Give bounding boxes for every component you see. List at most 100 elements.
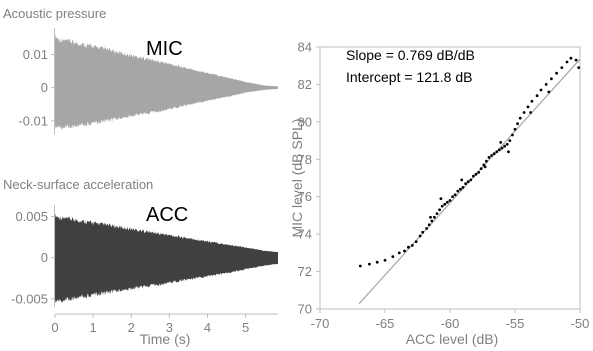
scatter-point [456,189,460,193]
scatter-point [555,71,558,75]
scatter-point [485,159,488,163]
time-x-axis: 0 1 2 3 4 5 [51,313,278,335]
mic-waveform-panel: Acoustic pressure MIC 0.01 0 -0.01 [3,6,278,134]
scatter-point [529,111,532,114]
intercept-annotation: Intercept = 121.8 dB [346,69,472,85]
scatter-point [507,150,510,154]
acc-y-ticks: 0.005 0 -0.005 [11,205,55,307]
scatter-point [513,127,517,131]
mic-y-tick-label: 0 [41,80,48,95]
mic-y-tick-label: 0.01 [23,47,48,62]
scatter-point [358,264,362,268]
scatter-point [459,187,462,191]
scatter-points [358,56,581,268]
scatter-point [539,88,543,92]
scatter-point [375,260,379,264]
mic-y-ticks: 0.01 0 -0.01 [18,28,55,134]
scatter-point [530,99,534,103]
scatter-point [522,111,526,114]
scatter-x-tick-label: -50 [571,316,590,331]
level-scatter-panel: -70 -65 -60 -55 -50 70 72 74 76 78 80 82 84 Slope = … [289,40,589,348]
scatter-point [495,150,499,154]
scatter-point [516,122,519,126]
scatter-point [498,148,501,152]
scatter-point [451,195,454,199]
scatter-point [466,180,470,184]
scatter-point [461,186,465,189]
scatter-point [425,227,428,230]
time-tick-label: 1 [90,320,97,335]
scatter-point [569,56,573,60]
scatter-point [574,58,578,62]
scatter-point [460,178,464,182]
scatter-point [550,77,553,81]
scatter-y-tick-label: 84 [298,40,312,55]
scatter-point [443,202,447,206]
time-tick-label: 5 [242,320,249,335]
scatter-point [383,258,387,262]
scatter-point [427,223,431,227]
acc-waveform-panel: Neck-surface acceleration ACC 0.0050-0.0… [3,177,278,347]
scatter-point [435,212,439,216]
scatter-point [477,171,480,174]
scatter-point [391,255,395,258]
scatter-point [469,178,473,182]
acc-panel-title: Neck-surface acceleration [3,177,153,192]
scatter-point [403,249,406,253]
scatter-x-tick-label: -60 [441,316,460,331]
scatter-point [483,165,487,169]
scatter-x-tick-label: -70 [311,316,330,331]
scatter-point [448,199,452,202]
acc-y-tick-label: 0.005 [15,209,48,224]
scatter-point [421,230,425,234]
scatter-point [430,219,434,223]
scatter-x-tick-label: -65 [376,316,395,331]
scatter-point [499,141,503,144]
scatter-point [474,172,478,176]
scatter-y-label: MIC level (dB SPL) [289,118,305,237]
scatter-point [535,94,539,98]
slope-annotation: Slope = 0.769 dB/dB [346,47,475,63]
scatter-point [503,144,506,148]
scatter-point [487,156,491,159]
acc-waveform-area [55,213,278,304]
scatter-point [500,146,504,150]
scatter-point [472,174,475,178]
scatter-y-tick-label: 80 [298,114,312,129]
scatter-point [518,116,522,120]
scatter-point [565,60,569,64]
scatter-x-label: ACC level (dB) [406,331,499,347]
scatter-y-tick-label: 76 [298,189,312,204]
scatter-point [410,244,414,247]
scatter-point [368,262,371,266]
acc-y-tick-label: 0 [41,250,48,265]
mic-label: MIC [146,38,183,60]
scatter-y-tick-label: 74 [298,227,312,242]
time-tick-label: 4 [204,320,211,335]
scatter-frame [319,46,581,310]
scatter-point [479,167,483,171]
scatter-point [433,215,436,219]
scatter-point [407,245,410,249]
scatter-point [505,142,509,146]
scatter-point [492,152,496,156]
scatter-axes: -70 -65 -60 -55 -50 70 72 74 76 78 80 82 84 [298,40,590,332]
scatter-y-tick-label: 70 [298,302,312,317]
scatter-point [508,139,512,143]
scatter-point [453,193,457,197]
scatter-point [440,204,444,208]
scatter-point [544,83,548,86]
scatter-point [397,251,401,255]
time-tick-label: 2 [128,320,135,335]
acc-y-tick-label: -0.005 [11,291,48,306]
scatter-point [446,200,449,204]
scatter-point [526,105,530,109]
time-tick-label: 0 [51,320,58,335]
scatter-point [577,66,581,69]
scatter-point [438,208,441,212]
scatter-x-tick-label: -55 [506,316,525,331]
time-axis-label: Time (s) [140,331,191,347]
scatter-point [439,197,443,201]
time-tick-label: 3 [166,320,173,335]
